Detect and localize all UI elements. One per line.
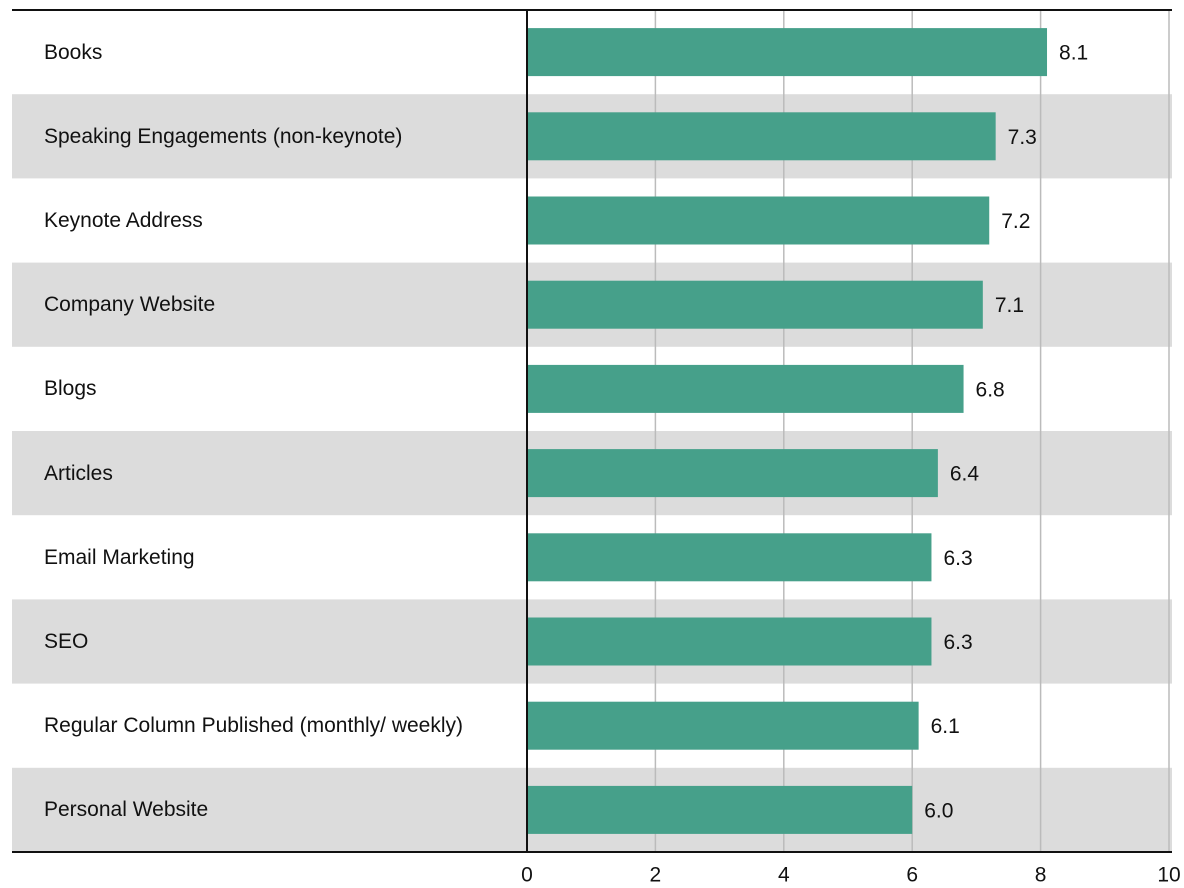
value-label: 6.4	[950, 463, 980, 486]
value-label: 8.1	[1059, 42, 1088, 65]
category-label: Articles	[44, 461, 113, 485]
bar	[527, 196, 990, 245]
bar	[527, 785, 913, 834]
bar	[527, 449, 938, 498]
x-tick-label: 10	[1157, 864, 1180, 887]
category-label: Speaking Engagements (non-keynote)	[44, 124, 403, 148]
category-label: Email Marketing	[44, 545, 195, 569]
bar	[527, 364, 964, 413]
bar	[527, 617, 932, 666]
x-tick-label: 6	[906, 864, 918, 887]
x-tick-label: 0	[521, 864, 533, 887]
value-label: 6.1	[931, 715, 960, 738]
x-tick-label: 8	[1035, 864, 1047, 887]
category-label: Blogs	[44, 377, 97, 401]
value-label: 6.3	[943, 631, 972, 654]
bar	[527, 533, 932, 582]
category-label: SEO	[44, 629, 89, 653]
bar	[527, 28, 1048, 77]
category-label: Regular Column Published (monthly/ weekl…	[44, 714, 464, 738]
x-tick-label: 2	[650, 864, 662, 887]
category-label: Books	[44, 40, 103, 64]
value-label: 7.1	[995, 294, 1024, 317]
category-label: Personal Website	[44, 798, 209, 822]
x-tick-label: 4	[778, 864, 790, 887]
value-label: 7.3	[1008, 126, 1037, 149]
value-label: 7.2	[1001, 210, 1030, 233]
bar	[527, 112, 996, 161]
value-label: 6.8	[976, 378, 1005, 401]
category-label: Keynote Address	[44, 208, 203, 232]
bar	[527, 280, 983, 329]
value-label: 6.3	[943, 547, 972, 570]
value-label: 6.0	[924, 799, 953, 822]
bar	[527, 701, 919, 750]
category-label: Company Website	[44, 293, 216, 317]
